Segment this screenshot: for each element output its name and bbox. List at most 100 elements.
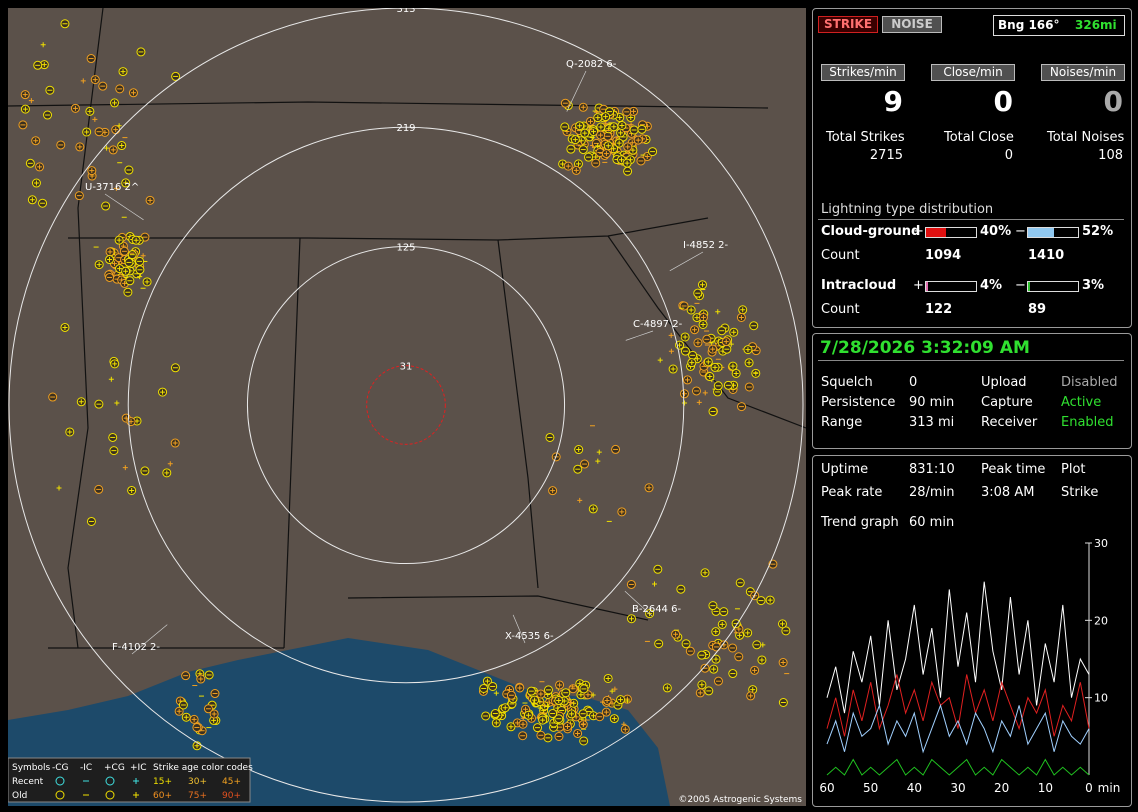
status-label: Capture xyxy=(981,395,1033,410)
rate-value: 0 xyxy=(1103,85,1123,118)
strike-sign xyxy=(122,465,128,471)
legend-age: 45+ xyxy=(222,777,241,787)
strike-sign xyxy=(556,697,562,703)
strike-sign xyxy=(629,140,635,146)
strike-symbol xyxy=(728,669,738,679)
stat-value[interactable]: Strike xyxy=(1061,485,1099,500)
strike-sign xyxy=(128,419,134,425)
strike-sign xyxy=(557,682,563,688)
strike-sign xyxy=(618,130,624,136)
strike-symbol xyxy=(101,201,111,211)
strike-symbol xyxy=(545,703,551,709)
strike-symbol xyxy=(578,145,588,155)
strike-symbol xyxy=(704,686,714,696)
strike-symbol xyxy=(612,686,618,692)
strike-symbol xyxy=(119,246,129,256)
strike-symbol xyxy=(603,121,609,127)
strike-symbol xyxy=(580,721,586,727)
strike-symbol xyxy=(115,84,125,94)
strike-sign xyxy=(114,400,120,406)
strike-sign xyxy=(78,399,84,405)
strike-sign xyxy=(609,688,615,694)
strike-button[interactable]: STRIKE xyxy=(818,16,878,33)
strike-symbol xyxy=(121,266,131,276)
strike-symbol xyxy=(682,400,688,406)
strike-symbol xyxy=(530,695,540,705)
trend-panel xyxy=(812,455,1132,807)
strike-sign xyxy=(705,359,711,365)
strike-symbol xyxy=(750,665,760,675)
strike-sign xyxy=(694,356,700,362)
strike-sign xyxy=(112,100,118,106)
strike-symbol xyxy=(668,364,678,374)
strike-sign xyxy=(598,132,604,138)
strike-symbol xyxy=(554,714,564,724)
count: 1094 xyxy=(925,248,962,263)
noise-button[interactable]: NOISE xyxy=(882,16,942,33)
strike-sign xyxy=(525,712,531,718)
status-label: Persistence xyxy=(821,395,896,410)
strike-symbol xyxy=(603,141,613,151)
strike-sign xyxy=(92,116,98,122)
strike-sign xyxy=(591,129,597,135)
total-label: Total Strikes xyxy=(826,130,905,145)
strike-sign xyxy=(750,687,756,693)
strike-sign xyxy=(748,693,754,699)
strike-symbol xyxy=(690,325,700,335)
strike-sign xyxy=(176,708,182,714)
legend-symbol xyxy=(133,792,139,798)
strike-sign xyxy=(89,168,95,174)
strike-symbol xyxy=(491,718,501,728)
strike-symbol xyxy=(127,250,137,260)
strike-sign xyxy=(595,143,601,149)
strike-sign xyxy=(571,700,577,706)
strike-symbol xyxy=(752,640,762,650)
range-ring xyxy=(127,126,685,684)
strike-symbol xyxy=(622,158,632,168)
strike-sign xyxy=(745,347,751,353)
strike-sign xyxy=(183,714,189,720)
strike-symbol xyxy=(523,710,533,720)
strike-symbol xyxy=(105,255,115,265)
strike-symbol xyxy=(708,344,718,354)
strike-sign xyxy=(710,346,716,352)
strike-symbol xyxy=(777,619,787,629)
strike-symbol xyxy=(124,257,134,267)
strike-sign xyxy=(684,377,690,383)
strike-sign xyxy=(631,108,637,114)
strike-symbol xyxy=(555,680,565,690)
strike-sign xyxy=(92,77,98,83)
strike-symbol xyxy=(569,698,579,708)
strike-symbol xyxy=(717,619,727,629)
bearing: Bng 166° xyxy=(998,18,1060,32)
strike-sign xyxy=(682,400,688,406)
strike-symbol xyxy=(123,287,133,297)
strike-sign xyxy=(116,123,122,129)
strike-symbol xyxy=(196,674,206,684)
strike-sign xyxy=(540,717,546,723)
strike-symbol xyxy=(105,272,115,282)
strike-symbol xyxy=(518,719,528,729)
count: 89 xyxy=(1028,302,1047,317)
count: 1410 xyxy=(1028,248,1065,263)
strike-sign xyxy=(130,90,136,96)
strike-symbol xyxy=(526,686,536,696)
strike-symbol xyxy=(554,695,564,705)
copyright: ©2005 Astrogenic Systems xyxy=(678,795,802,805)
strike-sign xyxy=(738,315,744,321)
strike-symbol xyxy=(760,642,766,648)
status-panel xyxy=(812,333,1132,449)
strike-sign xyxy=(577,123,583,129)
strike-symbol xyxy=(38,198,48,208)
strike-sign xyxy=(564,723,570,729)
strike-symbol xyxy=(481,711,491,721)
strike-symbol xyxy=(668,348,674,354)
strike-sign xyxy=(590,713,596,719)
strike-sign xyxy=(697,690,703,696)
strike-sign xyxy=(67,429,73,435)
strike-symbol xyxy=(708,407,718,417)
legend-box xyxy=(8,757,251,803)
strike-symbol xyxy=(506,690,516,700)
strike-sign xyxy=(616,140,622,146)
rate-value: 9 xyxy=(883,85,903,118)
